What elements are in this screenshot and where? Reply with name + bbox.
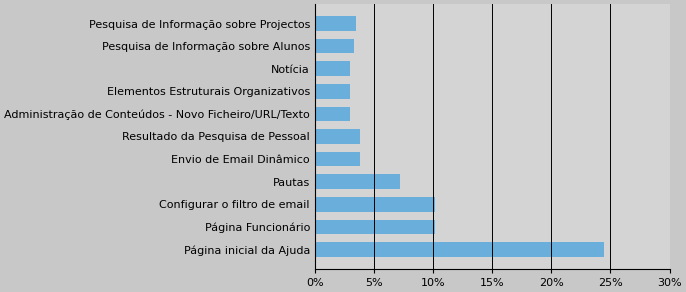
Bar (315, 84, 351, 99)
Bar (315, 174, 400, 189)
Bar (315, 129, 359, 144)
Bar (315, 39, 354, 53)
Bar (315, 61, 351, 76)
Bar (315, 220, 436, 234)
Bar (315, 107, 351, 121)
Bar (315, 242, 604, 257)
Bar (315, 16, 356, 31)
Bar (315, 197, 436, 212)
Bar (315, 152, 359, 166)
